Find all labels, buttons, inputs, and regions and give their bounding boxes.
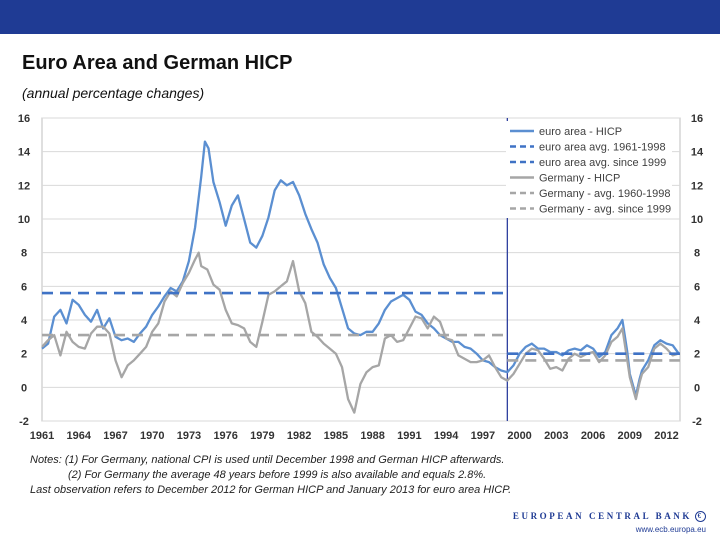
x-tick-label: 1976 — [213, 430, 237, 442]
legend-label: euro area - HICP — [539, 126, 622, 138]
y-tick-label-right: 10 — [691, 214, 703, 226]
ecb-euro-icon: € — [695, 511, 706, 523]
legend-label: Germany - avg. since 1999 — [539, 204, 671, 216]
y-tick-label-right: 2 — [694, 349, 700, 361]
legend-label: euro area avg. since 1999 — [539, 157, 666, 169]
legend-label: Germany - HICP — [539, 173, 620, 185]
page-title: Euro Area and German HICP — [22, 52, 293, 74]
x-tick-label: 1964 — [66, 430, 91, 442]
x-tick-label: 1979 — [250, 430, 274, 442]
y-tick-label-right: 6 — [694, 281, 700, 293]
y-tick-label-left: 4 — [21, 315, 28, 327]
y-tick-label-left: 2 — [21, 349, 27, 361]
y-tick-label-left: 14 — [18, 147, 31, 159]
ecb-name: EUROPEAN CENTRAL BANK — [512, 511, 692, 521]
note-line-1: Notes: (1) For Germany, national CPI is … — [30, 454, 505, 466]
y-tick-label-right: 4 — [694, 315, 701, 327]
x-tick-label: 2009 — [618, 430, 642, 442]
x-tick-label: 1991 — [397, 430, 421, 442]
x-tick-label: 2003 — [544, 430, 568, 442]
y-tick-label-left: 0 — [21, 382, 27, 394]
x-tick-label: 1982 — [287, 430, 311, 442]
y-tick-label-left: 12 — [18, 180, 30, 192]
y-tick-label-right: 12 — [691, 180, 703, 192]
y-tick-label-right: 8 — [694, 248, 700, 260]
y-tick-label-right: 16 — [691, 113, 703, 125]
y-tick-label-right: -2 — [692, 416, 702, 428]
note-line-2: (2) For Germany the average 48 years bef… — [68, 469, 487, 481]
ecb-url: www.ecb.europa.eu — [635, 525, 706, 535]
y-tick-label-right: 0 — [694, 382, 700, 394]
y-tick-label-right: 14 — [691, 147, 704, 159]
series-euro-area-hicp — [41, 140, 680, 397]
chart-notes: Notes: (1) For Germany, national CPI is … — [30, 453, 511, 498]
legend-label: euro area avg. 1961-1998 — [539, 142, 666, 154]
ecb-logo: EUROPEAN CENTRAL BANK € www.ecb.europa.eu — [513, 511, 706, 534]
x-tick-label: 1970 — [140, 430, 164, 442]
x-tick-label: 1973 — [177, 430, 201, 442]
x-tick-label: 1997 — [471, 430, 495, 442]
top-banner — [0, 0, 720, 34]
legend-box — [506, 121, 672, 218]
x-tick-label: 1967 — [103, 430, 127, 442]
x-tick-label: 1961 — [30, 430, 54, 442]
series-germany-hicp — [41, 251, 679, 414]
x-tick-label: 2006 — [581, 430, 605, 442]
y-tick-label-left: 16 — [18, 113, 30, 125]
x-tick-label: 2000 — [507, 430, 531, 442]
legend-label: Germany - avg. 1960-1998 — [539, 188, 670, 200]
y-tick-label-left: -2 — [19, 416, 29, 428]
y-tick-label-left: 8 — [21, 248, 27, 260]
page-subtitle: (annual percentage changes) — [22, 85, 205, 101]
x-tick-label: 1988 — [360, 430, 384, 442]
y-tick-label-left: 10 — [18, 214, 30, 226]
y-tick-label-left: 6 — [21, 281, 27, 293]
x-tick-label: 1985 — [324, 430, 348, 442]
note-line-3: Last observation refers to December 2012… — [30, 484, 512, 496]
x-tick-label: 1994 — [434, 430, 459, 442]
x-tick-label: 2012 — [654, 430, 678, 442]
